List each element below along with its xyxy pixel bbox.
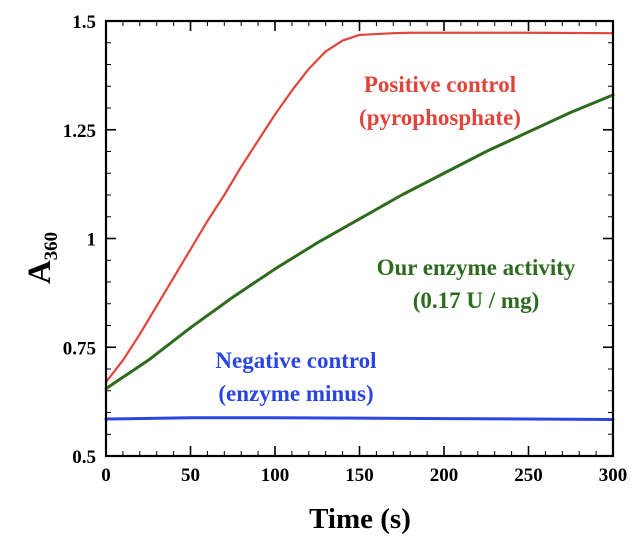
negative-annotation-line2: (enzyme minus) bbox=[218, 381, 373, 406]
y-tick-label: 1.25 bbox=[63, 121, 96, 142]
y-axis-title: A360 bbox=[22, 232, 62, 284]
x-tick-label: 0 bbox=[101, 465, 111, 486]
enzyme-annotation-line1: Our enzyme activity bbox=[377, 255, 576, 280]
x-tick-label: 50 bbox=[181, 465, 200, 486]
x-axis-title: Time (s) bbox=[309, 503, 411, 535]
enzyme-series-line bbox=[104, 93, 615, 391]
x-tick-label: 150 bbox=[345, 465, 374, 486]
x-tick-label: 250 bbox=[514, 465, 543, 486]
tick-labels: 0 50 100 150 200 250 300 0.5 0.75 1 1.25 1.5 bbox=[63, 12, 628, 486]
series-layer bbox=[104, 31, 615, 421]
positive-annotation-line2: (pyrophosphate) bbox=[359, 105, 521, 130]
positive-series-line bbox=[104, 31, 615, 384]
y-tick-label: 0.75 bbox=[63, 338, 96, 359]
negative-series-line bbox=[104, 416, 615, 421]
annotations: Positive control (pyrophosphate) Our enz… bbox=[215, 72, 576, 406]
y-tick-label: 1.5 bbox=[72, 12, 96, 33]
y-tick-label: 0.5 bbox=[72, 447, 96, 468]
plot-frame bbox=[104, 19, 615, 458]
y-axis-title-sub: 360 bbox=[41, 232, 62, 261]
positive-annotation-line1: Positive control bbox=[364, 72, 516, 97]
y-axis-title-main: A bbox=[22, 260, 58, 284]
x-tick-label: 300 bbox=[599, 465, 628, 486]
negative-annotation-line1: Negative control bbox=[215, 348, 376, 373]
y-tick-label: 1 bbox=[87, 230, 97, 251]
enzyme-annotation-line2: (0.17 U / mg) bbox=[413, 288, 539, 313]
x-tick-label: 100 bbox=[261, 465, 290, 486]
x-tick-label: 200 bbox=[430, 465, 459, 486]
